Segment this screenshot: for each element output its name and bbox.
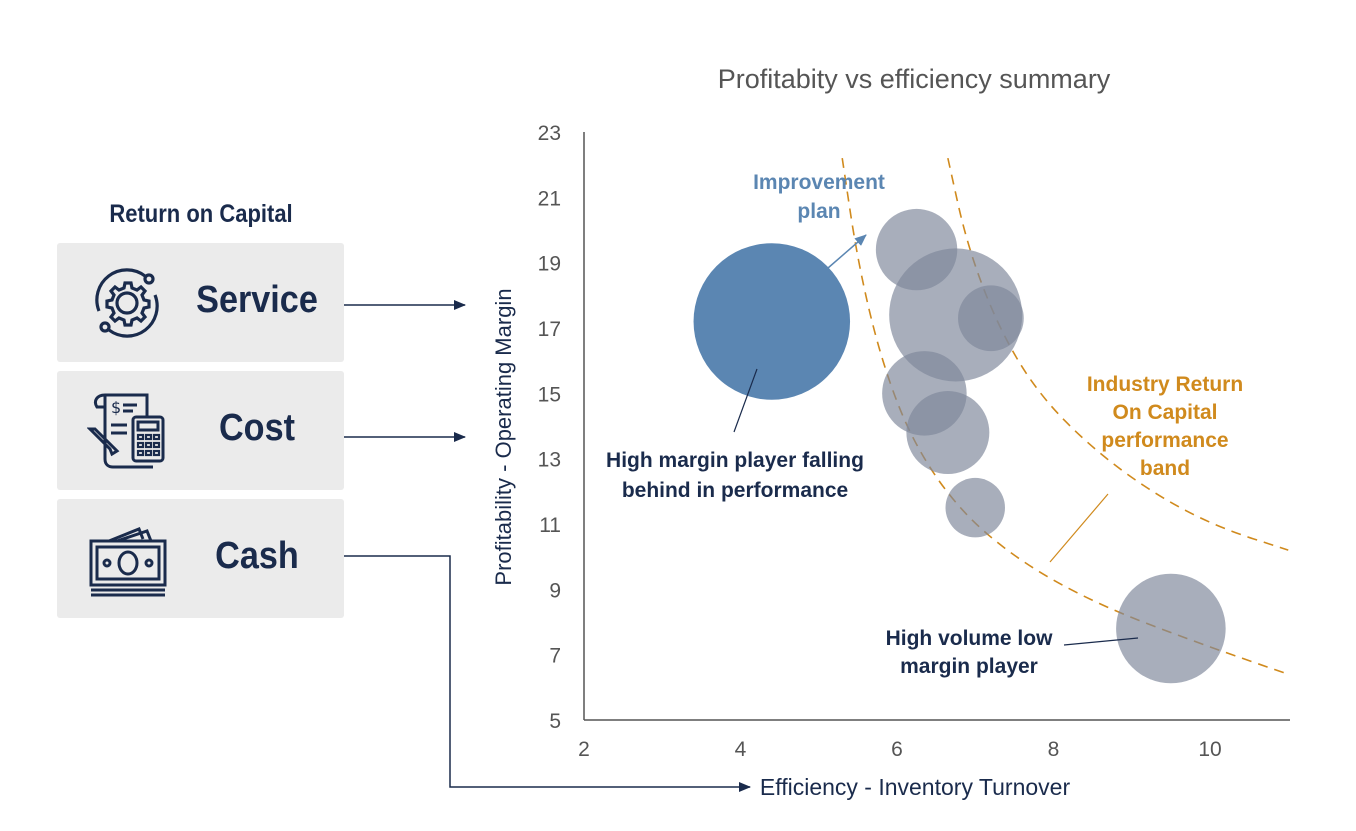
- bubbles: [693, 208, 1226, 684]
- cash-connector-arrow: [344, 555, 751, 792]
- y-tick-label: 11: [539, 514, 561, 537]
- bubble: [958, 285, 1024, 352]
- industry-band-annotation: Industry Return On Capital performance band: [1087, 373, 1243, 480]
- cash-card: Cash: [57, 499, 344, 618]
- high-volume-leader-line: [1063, 637, 1139, 646]
- high-margin-annotation: High margin player falling behind in perf…: [606, 449, 864, 502]
- y-tick-label: 15: [538, 383, 561, 406]
- band-leader-line: [1049, 493, 1109, 563]
- x-tick-label: 8: [1048, 738, 1060, 761]
- y-tick-label: 19: [538, 253, 561, 276]
- highlight-bubble: [693, 243, 851, 400]
- gear-cycle-icon: [95, 268, 159, 338]
- y-tick-label: 7: [549, 645, 561, 668]
- y-tick-label: 23: [538, 122, 561, 145]
- x-tick-label: 4: [735, 738, 747, 761]
- high-margin-leader-line: [733, 368, 758, 433]
- y-tick-labels: 5 7 9 11 13 15 17 19 21 23: [538, 122, 561, 733]
- y-tick-label: 9: [549, 579, 561, 602]
- return-on-capital-title: Return on Capital: [109, 200, 293, 228]
- cost-card: $ Cost: [57, 371, 344, 490]
- x-tick-labels: 2 4 6 8 10: [578, 738, 1222, 761]
- y-tick-label: 13: [538, 449, 561, 472]
- cost-label: Cost: [218, 407, 295, 449]
- y-axis-label: Profitability - Operating Margin: [491, 288, 516, 585]
- x-tick-label: 2: [578, 738, 590, 761]
- service-card: Service: [57, 243, 344, 362]
- high-volume-annotation: High volume low margin player: [886, 627, 1054, 678]
- x-tick-label: 10: [1198, 738, 1221, 761]
- improvement-plan-annotation: Improvement plan: [753, 171, 885, 223]
- cash-label: Cash: [215, 535, 299, 577]
- invoice-calculator-icon: $: [87, 393, 165, 469]
- band-curve-outer: [947, 157, 1289, 551]
- improvement-arrow: [827, 234, 867, 269]
- chart-title: Profitabity vs efficiency summary: [718, 64, 1111, 94]
- bubble: [945, 477, 1005, 538]
- x-axis-label: Efficiency - Inventory Turnover: [760, 774, 1071, 800]
- banknotes-icon: [89, 527, 167, 597]
- y-tick-label: 21: [538, 187, 561, 210]
- bubble: [1116, 573, 1226, 684]
- bubble: [906, 391, 990, 475]
- service-label: Service: [196, 279, 318, 321]
- svg-text:$: $: [111, 398, 121, 417]
- x-tick-label: 6: [891, 738, 903, 761]
- y-tick-label: 5: [549, 710, 561, 733]
- y-tick-label: 17: [538, 318, 561, 341]
